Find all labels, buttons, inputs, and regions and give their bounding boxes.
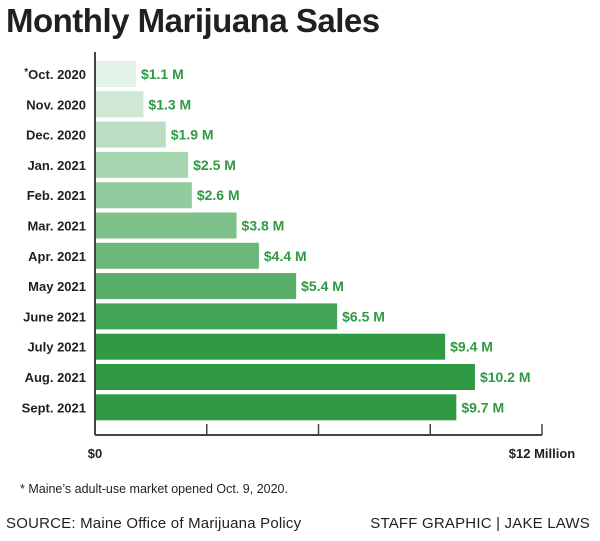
bar	[96, 121, 166, 148]
category-label: July 2021	[27, 340, 86, 355]
value-label: $1.1 M	[141, 66, 184, 82]
category-marker: *	[24, 67, 28, 78]
value-label: $6.5 M	[342, 308, 385, 324]
bar	[96, 151, 189, 178]
bar	[96, 303, 338, 330]
value-label: $3.8 M	[242, 218, 285, 234]
value-label: $5.4 M	[301, 278, 344, 294]
value-label: $2.6 M	[197, 187, 240, 203]
category-label: June 2021	[23, 309, 86, 324]
value-label: $10.2 M	[480, 369, 531, 385]
category-label: Apr. 2021	[28, 249, 86, 264]
category-label: Mar. 2021	[27, 219, 86, 234]
chart-title: Monthly Marijuana Sales	[6, 2, 380, 39]
category-label: Dec. 2020	[26, 128, 86, 143]
bar	[96, 242, 259, 269]
source-line: SOURCE: Maine Office of Marijuana Policy	[6, 515, 302, 532]
category-label: Sept. 2021	[22, 400, 86, 415]
bar	[96, 273, 297, 300]
category-label: Feb. 2021	[27, 188, 86, 203]
value-label: $1.3 M	[148, 96, 191, 112]
category-label: Jan. 2021	[27, 158, 86, 173]
bar	[96, 212, 237, 239]
category-label: *Oct. 2020	[24, 67, 86, 82]
value-label: $1.9 M	[171, 127, 214, 143]
bar-chart: *Oct. 2020 $1.1 M Nov. 2020 $1.3 M Dec. 2020…	[22, 52, 576, 461]
value-label: $2.5 M	[193, 157, 236, 173]
value-label: $4.4 M	[264, 248, 307, 264]
x-extent-label-min: $0	[88, 446, 102, 461]
value-label: $9.4 M	[450, 339, 493, 355]
category-label: Nov. 2020	[26, 97, 86, 112]
bar	[96, 182, 192, 209]
x-axis: $0 $12 Million	[88, 52, 576, 461]
bar	[96, 61, 136, 87]
bars-group: *Oct. 2020 $1.1 M Nov. 2020 $1.3 M Dec. 2020…	[22, 61, 531, 421]
category-text: Oct. 2020	[28, 67, 86, 82]
footnote: * Maine’s adult-use market opened Oct. 9…	[20, 482, 288, 496]
bar	[96, 333, 446, 360]
bar	[96, 364, 475, 390]
x-extent-label-max: $12 Million	[509, 446, 576, 461]
bar	[96, 91, 144, 118]
bar	[96, 394, 457, 421]
category-label: May 2021	[28, 279, 86, 294]
category-label: Aug. 2021	[25, 370, 86, 385]
credit-line: STAFF GRAPHIC | JAKE LAWS	[370, 515, 590, 532]
value-label: $9.7 M	[461, 399, 504, 415]
